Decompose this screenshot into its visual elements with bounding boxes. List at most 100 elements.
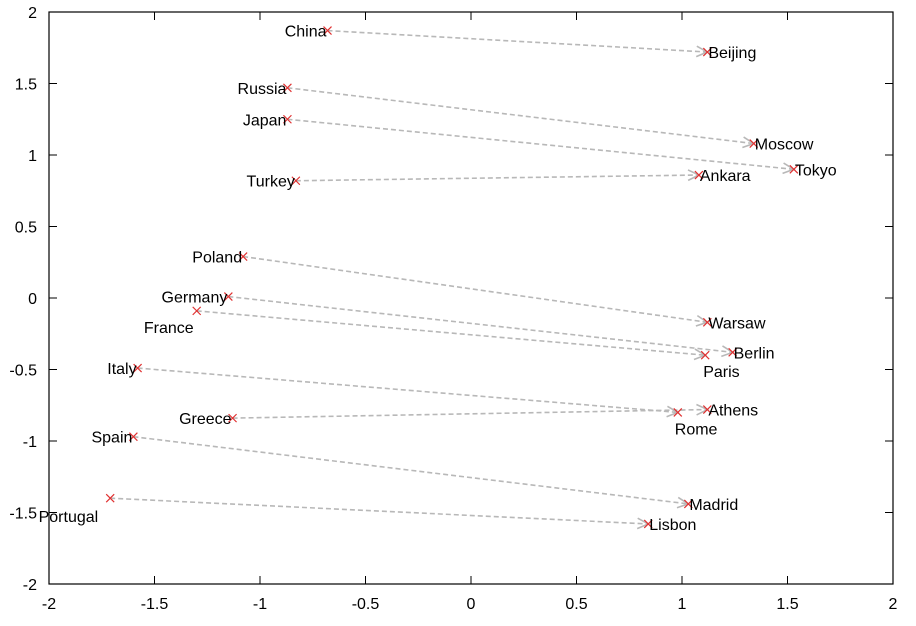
capital-label: Tokyo [795, 162, 837, 179]
country-point-marker [323, 26, 332, 36]
country-point-marker [192, 306, 202, 316]
y-tick-label: -0.5 [9, 363, 37, 380]
country-point-marker [228, 413, 237, 423]
y-tick-label: 0 [28, 291, 37, 308]
capital-point-marker-stroke [702, 317, 712, 327]
capital-point-marker-stroke [683, 499, 693, 509]
capital-point-marker [749, 139, 759, 148]
country-point-marker [223, 292, 233, 301]
country-label: Italy [107, 361, 136, 378]
country-label: Spain [91, 430, 132, 447]
country-point-marker-stroke [283, 114, 292, 124]
country-point-marker [291, 176, 301, 186]
x-tick-label: -1.5 [141, 596, 169, 613]
country-label: Russia [238, 81, 287, 98]
y-tick-label: 2 [28, 5, 37, 22]
country-point-marker-stroke [133, 363, 143, 373]
capital-point-marker [702, 405, 712, 414]
capital-point-marker-stroke [694, 170, 704, 180]
y-tick-label: -1.5 [9, 506, 37, 523]
country-label: Germany [162, 290, 228, 307]
country-point-marker-stroke [223, 292, 233, 301]
capital-label: Warsaw [708, 315, 766, 332]
capital-label: Lisbon [649, 517, 696, 534]
vector-arrow-line [287, 118, 794, 171]
capital-point-marker [643, 519, 653, 529]
x-tick-label: 2 [889, 596, 898, 613]
capital-label: Berlin [734, 345, 775, 362]
capital-point-marker [683, 499, 693, 509]
capital-point-marker-stroke [700, 350, 710, 360]
y-tick-label: 1.5 [15, 77, 37, 94]
capital-point-marker [694, 170, 704, 180]
y-tick-label: 0.5 [15, 220, 37, 237]
capital-label: Paris [703, 364, 739, 381]
y-tick-label: -1 [23, 434, 37, 451]
capital-label: Rome [675, 421, 718, 438]
country-point-marker-stroke [128, 432, 138, 442]
country-label: Poland [192, 250, 242, 267]
capital-point-marker [700, 350, 710, 360]
capital-point-marker-stroke [702, 47, 712, 57]
capital-point-marker [789, 164, 799, 174]
country-point-marker [283, 83, 292, 93]
vector-arrow-line [287, 86, 754, 145]
country-point-marker-stroke [228, 413, 237, 423]
arrow-layer [110, 29, 796, 530]
capital-point-marker [728, 347, 738, 357]
x-tick-label: -2 [42, 596, 56, 613]
capital-point-marker [702, 317, 712, 327]
vector-arrow-line [327, 29, 708, 53]
country-label: Turkey [247, 174, 295, 191]
country-label: Japan [243, 112, 287, 129]
vector-arrow-line [232, 408, 708, 419]
country-point-marker-stroke [105, 493, 115, 503]
capital-point-marker-stroke [673, 407, 683, 417]
x-tick-label: 0.5 [565, 596, 587, 613]
capital-point-marker-stroke [702, 405, 712, 414]
marker-layer [105, 26, 799, 529]
country-point-marker-stroke [291, 176, 301, 186]
vector-arrow-line [110, 497, 649, 525]
capital-point-marker-stroke [728, 347, 738, 357]
capital-point-marker [673, 407, 683, 417]
capital-point-marker-stroke [749, 139, 759, 148]
country-point-marker-stroke [192, 306, 202, 316]
country-point-marker-stroke [238, 252, 248, 261]
capital-label: Ankara [700, 168, 751, 185]
country-point-marker-stroke [283, 83, 292, 93]
country-point-marker [283, 114, 292, 124]
capital-point-marker-stroke [789, 164, 799, 174]
vector-arrow-line [196, 310, 706, 356]
country-label: France [144, 320, 194, 337]
y-tick-label: 1 [28, 148, 37, 165]
country-label: Greece [179, 411, 232, 428]
country-point-marker [128, 432, 138, 442]
capital-point-marker-stroke [643, 519, 653, 529]
capital-label: Athens [708, 403, 758, 420]
x-tick-label: 1.5 [776, 596, 798, 613]
country-point-marker [133, 363, 143, 373]
country-point-marker [238, 252, 248, 261]
country-point-marker-stroke [323, 26, 332, 36]
x-tick-label: -0.5 [352, 596, 380, 613]
capital-label: Beijing [708, 45, 756, 62]
x-tick-label: 1 [678, 596, 687, 613]
capital-label: Madrid [689, 497, 738, 514]
x-tick-label: 0 [467, 596, 476, 613]
point-label-layer: China Beijing Russia Moscow Japan Tokyo Turkey… [39, 24, 837, 534]
vector-arrow-line [295, 174, 699, 182]
axes: -2 -1.5 -1 -0.5 0 0.5 1 1.5 2 2 1.5 1 0.5 0 -0.5 -1 -1.5… [9, 5, 897, 613]
country-point-marker [105, 493, 115, 503]
vector-arrow-line [228, 295, 733, 354]
country-label: China [285, 24, 327, 41]
x-tick-label: -1 [253, 596, 267, 613]
vector-arrow-line [243, 255, 708, 324]
vector-arrow-line [133, 435, 689, 505]
capital-label: Moscow [755, 137, 814, 154]
y-tick-label: -2 [23, 577, 37, 594]
country-label: Portugal [39, 509, 99, 526]
vector-arrow-line [137, 367, 678, 414]
capital-point-marker [702, 47, 712, 57]
